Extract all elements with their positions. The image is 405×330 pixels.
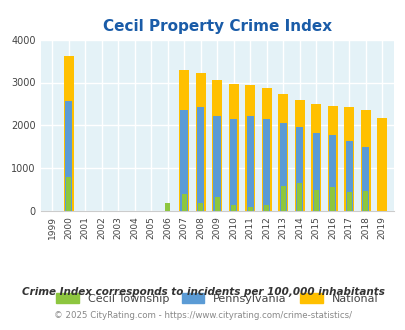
Bar [361,147,369,211]
Bar [296,183,301,211]
Bar [246,116,253,211]
Bar [343,107,353,211]
Bar [327,106,337,211]
Bar [64,56,73,211]
Bar [277,94,288,211]
Bar [280,186,285,211]
Bar [231,205,236,211]
Bar [214,197,219,211]
Bar [261,88,271,211]
Bar [262,118,270,211]
Bar [362,191,367,211]
Bar [345,141,352,211]
Bar [165,203,170,211]
Bar [66,177,71,211]
Bar [228,84,238,211]
Bar [360,110,370,211]
Title: Cecil Property Crime Index: Cecil Property Crime Index [102,19,331,34]
Bar [230,118,237,211]
Text: © 2025 CityRating.com - https://www.cityrating.com/crime-statistics/: © 2025 CityRating.com - https://www.city… [54,312,351,320]
Bar [247,207,252,211]
Bar [346,192,351,211]
Bar [311,104,320,211]
Bar [264,205,269,211]
Bar [328,135,336,211]
Bar [181,194,186,211]
Bar [313,190,318,211]
Legend: Cecil Township, Pennsylvania, National: Cecil Township, Pennsylvania, National [52,289,382,309]
Bar [212,81,222,211]
Bar [279,123,286,211]
Bar [329,187,335,211]
Bar [195,73,205,211]
Bar [312,133,319,211]
Bar [295,127,303,211]
Bar [179,71,189,211]
Bar [196,107,204,211]
Bar [376,118,386,211]
Bar [198,203,202,211]
Bar [294,100,304,211]
Bar [213,116,220,211]
Bar [245,85,255,211]
Bar [180,110,188,211]
Bar [65,101,72,211]
Text: Crime Index corresponds to incidents per 100,000 inhabitants: Crime Index corresponds to incidents per… [21,287,384,297]
